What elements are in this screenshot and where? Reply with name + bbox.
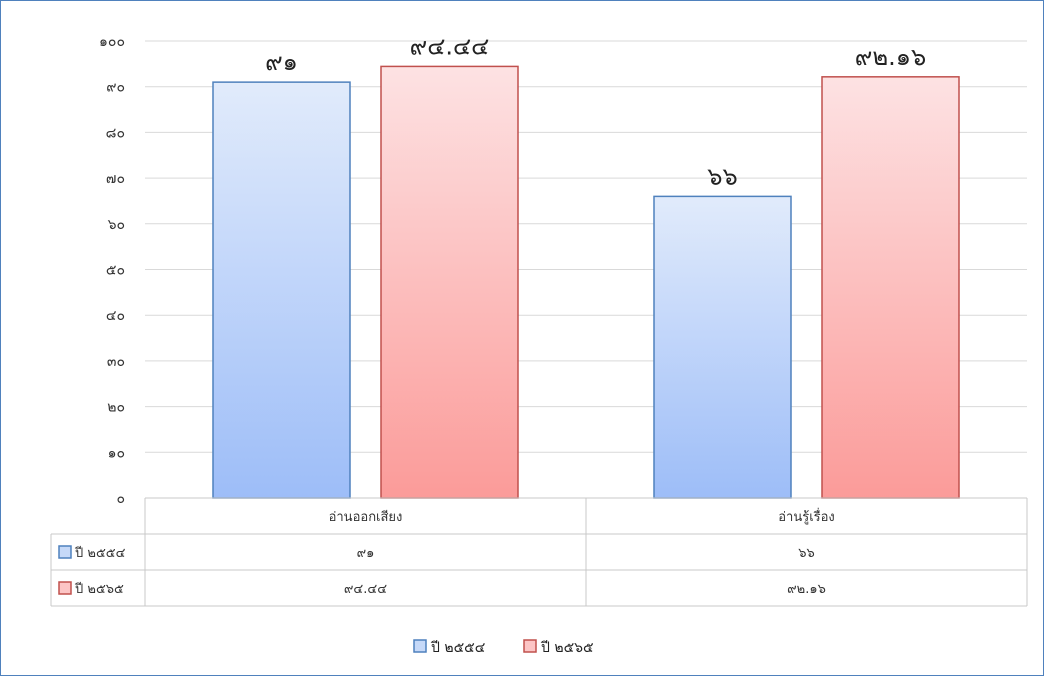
table-cell-value: ๙๑ xyxy=(357,546,375,561)
bar xyxy=(821,76,960,499)
bar xyxy=(212,81,351,499)
legend-key xyxy=(58,581,72,595)
data-label: ๙๑ xyxy=(265,48,298,76)
data-label: ๖๖ xyxy=(707,162,737,190)
legend-key xyxy=(413,639,427,653)
table-cell-value: ๙๒.๑๖ xyxy=(787,582,826,597)
y-tick-label: ๙๐ xyxy=(106,80,125,96)
x-category-label: อ่านรู้เรื่อง xyxy=(778,508,835,525)
legend-key xyxy=(58,545,72,559)
data-label: ๙๔.๔๔ xyxy=(410,32,490,60)
y-tick-label: ๐ xyxy=(116,491,125,507)
table-cell-value: ๙๔.๔๔ xyxy=(344,582,387,597)
y-tick-label: ๒๐ xyxy=(107,400,125,416)
y-tick-label: ๕๐ xyxy=(106,263,125,279)
x-category-label: อ่านออกเสียง xyxy=(329,509,403,525)
legend-item-label: ปี ๒๕๕๔ xyxy=(431,640,486,656)
legend-key xyxy=(523,639,537,653)
bar xyxy=(380,65,519,499)
table-cell-value: ๖๖ xyxy=(798,546,815,561)
data-label: ๙๒.๑๖ xyxy=(855,43,927,71)
y-tick-label: ๘๐ xyxy=(106,125,125,141)
y-tick-label: ๖๐ xyxy=(108,217,125,233)
legend-item-label: ปี ๒๕๖๕ xyxy=(541,640,594,656)
y-tick-label: ๓๐ xyxy=(107,354,125,370)
bar xyxy=(653,195,792,499)
y-tick-label: ๗๐ xyxy=(106,171,125,187)
table-series-name: ปี ๒๕๖๕ xyxy=(74,581,124,597)
y-tick-label: ๑๐ xyxy=(108,445,125,461)
y-tick-label: ๑๐๐ xyxy=(99,34,125,50)
table-series-name: ปี ๒๕๕๔ xyxy=(74,545,126,561)
y-tick-label: ๔๐ xyxy=(106,308,125,324)
